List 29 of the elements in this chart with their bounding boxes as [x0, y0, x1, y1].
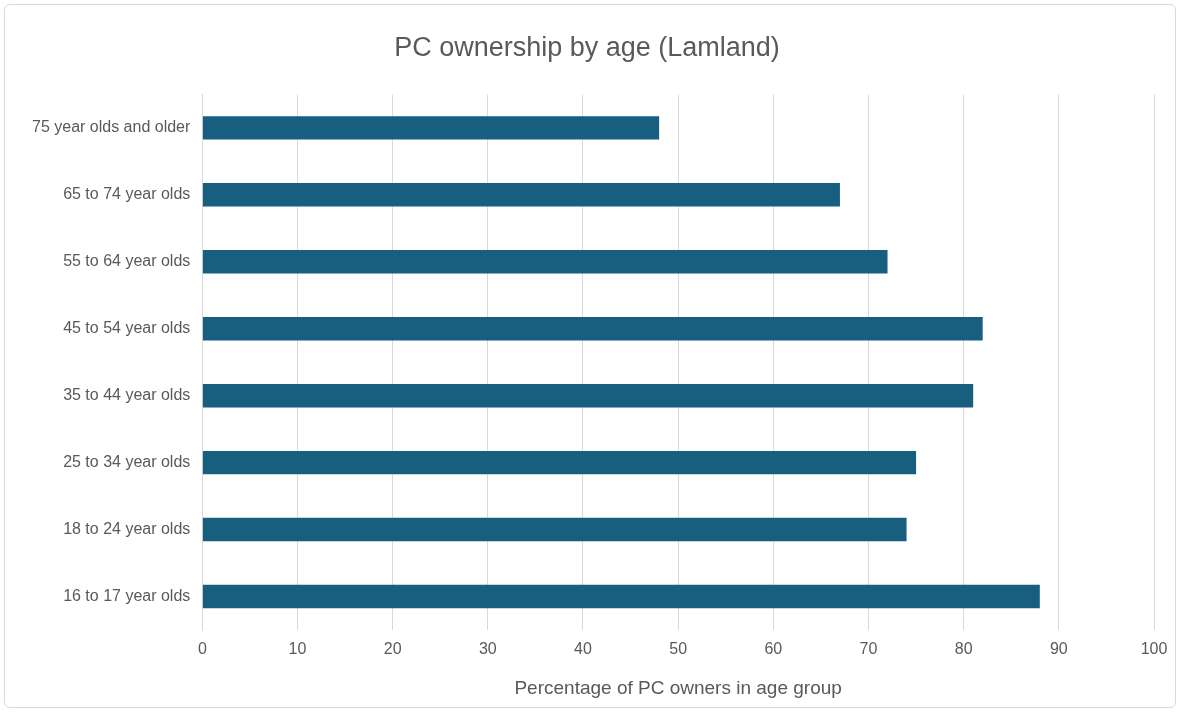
- x-tick-label: 30: [478, 640, 497, 658]
- x-tick-label: 70: [859, 640, 878, 658]
- bar: [202, 383, 974, 408]
- bar: [202, 116, 660, 140]
- y-tick-label: 16 to 17 year olds: [63, 586, 191, 604]
- x-tick-label: 80: [954, 640, 973, 658]
- bar: [202, 183, 840, 207]
- y-tick-label: 35 to 44 year olds: [63, 386, 191, 404]
- bar: [202, 584, 1040, 609]
- x-axis-title: Percentage of PC owners in age group: [514, 676, 842, 698]
- x-tick-label: 90: [1049, 640, 1068, 658]
- bar: [202, 250, 888, 274]
- bar: [202, 317, 983, 341]
- x-tick-label: 40: [574, 640, 592, 658]
- chart-title: PC ownership by age (Lamland): [394, 31, 780, 62]
- y-tick-label: 18 to 24 year olds: [63, 519, 191, 537]
- y-tick-label: 25 to 34 year olds: [63, 453, 191, 471]
- x-tick-label: 100: [1140, 640, 1168, 658]
- x-tick-label: 50: [669, 640, 688, 658]
- bar: [202, 450, 917, 475]
- x-tick-label: 10: [288, 640, 307, 658]
- y-tick-label: 65 to 74 year olds: [63, 185, 191, 203]
- y-tick-label: 75 year olds and older: [32, 118, 191, 136]
- x-tick-label: 20: [383, 640, 402, 658]
- y-tick-label: 45 to 54 year olds: [63, 319, 191, 337]
- x-tick-label: 0: [197, 640, 207, 658]
- x-tick-label: 60: [764, 640, 783, 658]
- bar: [202, 517, 907, 542]
- y-tick-label: 55 to 64 year olds: [63, 252, 191, 270]
